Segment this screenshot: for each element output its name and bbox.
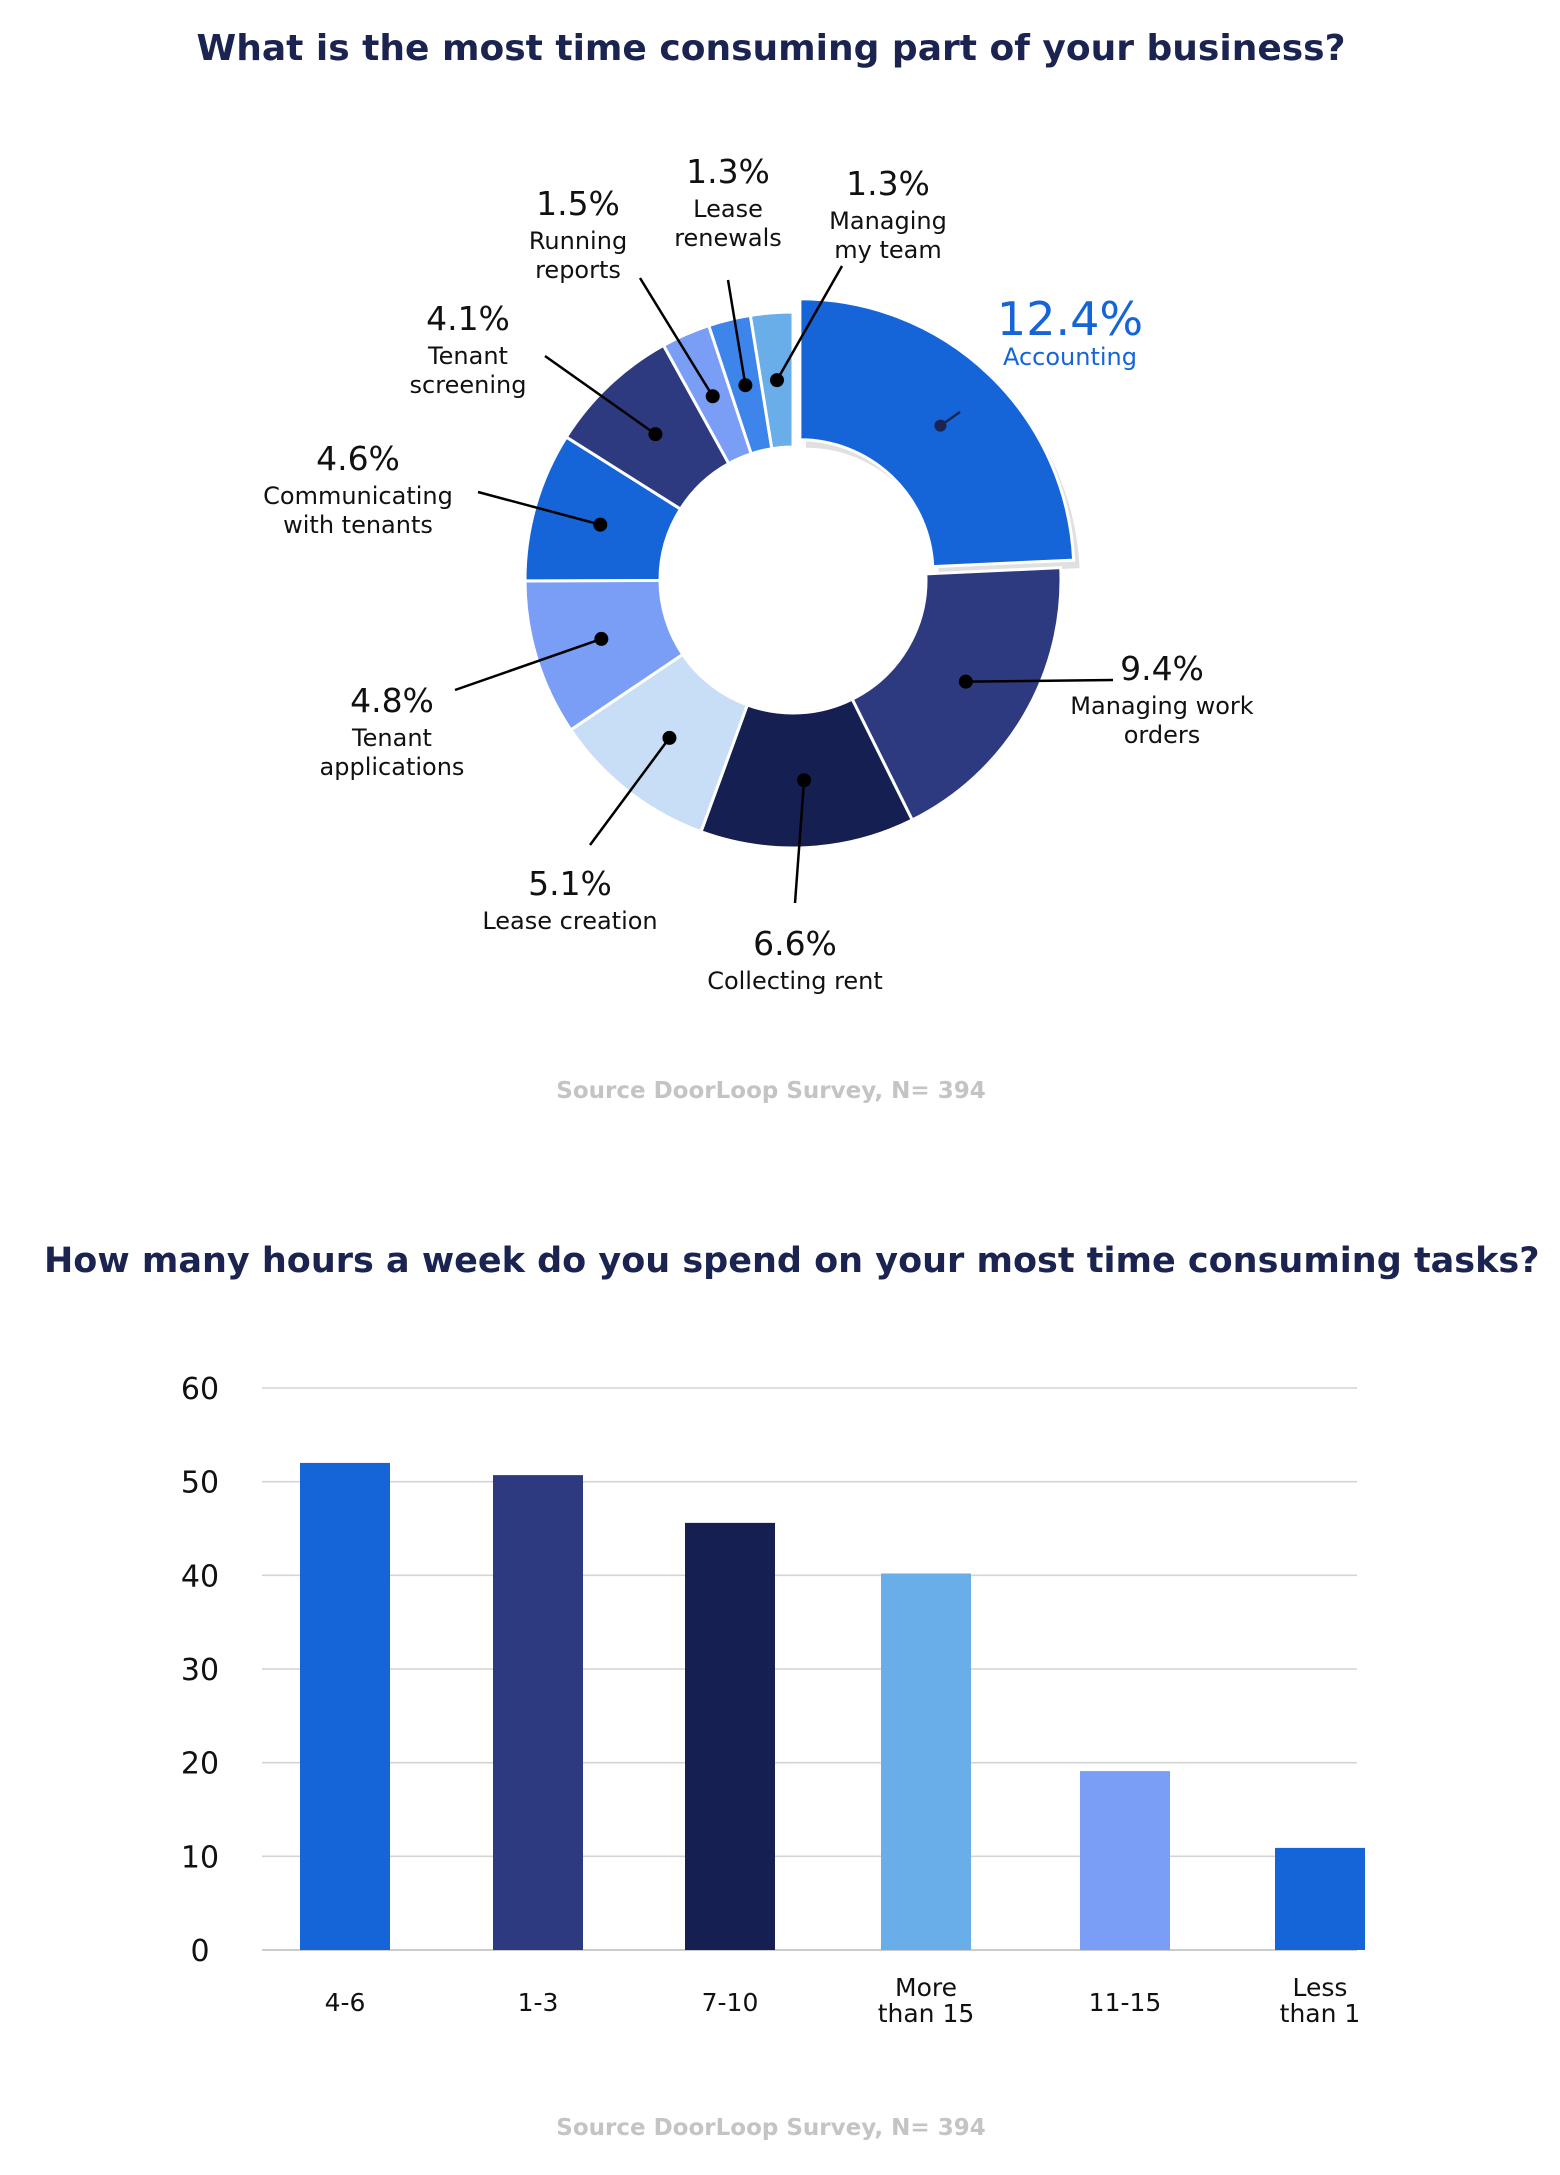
- x-tick-label-11-15: 11-15: [1089, 1988, 1162, 2017]
- x-tick-label-7-10: 7-10: [702, 1988, 759, 2017]
- y-tick-label-0: 0: [190, 1934, 209, 1969]
- donut-slice-accounting: [798, 297, 1076, 569]
- donut-label-tenant-applications: Tenant applications: [320, 724, 465, 781]
- donut-label-accounting: Accounting: [1003, 343, 1137, 371]
- leader-dot-running-reports: [705, 389, 720, 404]
- leader-line-communicating-with-tenants: [477, 490, 601, 526]
- y-tick-label-30: 30: [181, 1653, 219, 1688]
- x-tick-label-1-3: 1-3: [518, 1988, 559, 2017]
- bar-7-10: [685, 1522, 775, 1950]
- leader-dot-communicating-with-tenants: [593, 517, 608, 532]
- donut-slices: [523, 297, 1080, 850]
- leader-dot-managing-my-team: [769, 373, 784, 388]
- leader-line-tenant-applications: [454, 637, 602, 692]
- leader-dot-accounting: [934, 419, 947, 432]
- donut-value-managing-work-orders: 9.4%: [1120, 649, 1204, 688]
- y-tick-label-10: 10: [181, 1840, 219, 1875]
- bar-chart-source: Source DoorLoop Survey, N= 394: [556, 2115, 985, 2141]
- donut-label-communicating-with-tenants: Communicating with tenants: [263, 482, 453, 539]
- donut-label-running-reports: Running reports: [529, 227, 627, 284]
- donut-value-lease-creation: 5.1%: [528, 864, 612, 903]
- x-tick-label-4-6: 4-6: [325, 1988, 366, 2017]
- leader-line-tenant-screening: [544, 354, 657, 436]
- bar-chart-section: How many hours a week do you spend on yo…: [44, 1241, 1540, 2141]
- donut-slice-managing-work-orders: [850, 566, 1063, 823]
- donut-labels: 12.4%Accounting 9.4% Managing work orders 6.…: [263, 152, 1254, 995]
- bar-less-than-1: [1275, 1847, 1365, 1950]
- donut-label-tenant-screening: Tenant screening: [410, 342, 527, 399]
- leader-line-lease-renewals: [726, 279, 747, 386]
- donut-value-accounting: 12.4%: [997, 292, 1143, 346]
- bar-chart-title: How many hours a week do you spend on yo…: [44, 1241, 1540, 1281]
- leader-line-collecting-rent: [793, 780, 806, 904]
- y-tick-label-60: 60: [181, 1372, 219, 1407]
- donut-value-collecting-rent: 6.6%: [753, 924, 837, 963]
- donut-label-collecting-rent: Collecting rent: [707, 967, 883, 995]
- y-tick-label-50: 50: [181, 1466, 219, 1501]
- leader-line-managing-work-orders: [965, 678, 1114, 683]
- donut-label-managing-my-team: Managing my team: [829, 207, 947, 264]
- donut-value-managing-my-team: 1.3%: [846, 164, 930, 203]
- y-tick-label-40: 40: [181, 1559, 219, 1594]
- donut-chart-section: What is the most time consuming part of …: [197, 28, 1346, 1104]
- y-tick-label-20: 20: [181, 1747, 219, 1782]
- bar-chart-x-axis: 4-6 1-3 7-10 More than 15 11-15 Less than 1: [325, 1973, 1361, 2028]
- leader-dot-collecting-rent: [797, 773, 812, 788]
- donut-label-lease-renewals: Lease renewals: [674, 195, 782, 252]
- donut-chart-source: Source DoorLoop Survey, N= 394: [556, 1078, 985, 1104]
- leader-line-managing-my-team: [775, 265, 844, 381]
- bar-4-6: [300, 1462, 390, 1950]
- leader-dot-tenant-screening: [648, 427, 663, 442]
- leader-line-lease-creation: [588, 737, 671, 846]
- donut-value-tenant-screening: 4.1%: [426, 299, 510, 338]
- leader-dot-lease-creation: [662, 730, 677, 745]
- donut-value-communicating-with-tenants: 4.6%: [316, 439, 400, 478]
- leader-line-running-reports: [638, 277, 714, 397]
- leader-dot-lease-renewals: [738, 378, 753, 393]
- bar-chart-grid: [262, 1387, 1357, 1951]
- bar-chart-bars: [300, 1462, 1365, 1950]
- donut-label-managing-work-orders: Managing work orders: [1070, 692, 1253, 749]
- x-tick-label-less-than-1: Less than 1: [1280, 1973, 1361, 2028]
- bar-1-3: [493, 1475, 583, 1950]
- x-tick-label-more-than-15: More than 15: [878, 1973, 975, 2028]
- donut-label-lease-creation: Lease creation: [482, 907, 657, 935]
- bar-more-than-15: [881, 1573, 971, 1950]
- donut-chart-title: What is the most time consuming part of …: [197, 28, 1346, 69]
- donut-value-running-reports: 1.5%: [536, 184, 620, 223]
- donut-value-tenant-applications: 4.8%: [350, 681, 434, 720]
- bar-11-15: [1080, 1771, 1170, 1950]
- leader-dot-managing-work-orders: [958, 674, 973, 689]
- bar-chart-y-axis: 0 10 20 30 40 50 60: [181, 1372, 219, 1969]
- leader-dot-tenant-applications: [594, 631, 609, 646]
- donut-value-lease-renewals: 1.3%: [686, 152, 770, 191]
